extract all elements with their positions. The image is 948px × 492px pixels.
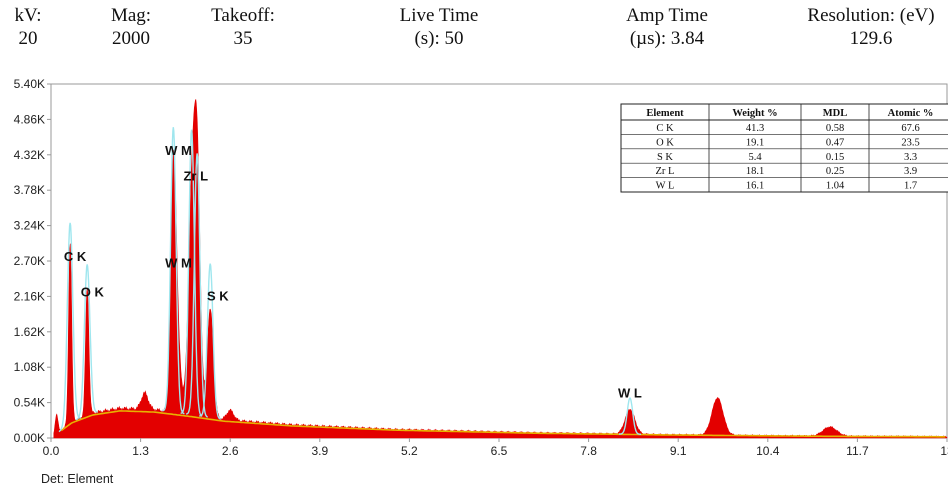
x-tick-label: 0.0 bbox=[43, 444, 60, 458]
peak-label: Zr L bbox=[183, 168, 208, 183]
kv-field: kV: 20 bbox=[8, 4, 48, 50]
kv-label: kV: bbox=[14, 5, 42, 26]
y-tick-label: 1.62K bbox=[14, 325, 45, 339]
peak-label: W L bbox=[618, 385, 642, 400]
table-header-cell: Element bbox=[646, 108, 684, 119]
table-cell: 1.04 bbox=[826, 181, 845, 192]
peak-label: W M bbox=[165, 143, 192, 158]
fit-peak-3 bbox=[180, 129, 203, 417]
x-tick-label: 6.5 bbox=[491, 444, 508, 458]
y-tick-label: 2.16K bbox=[14, 289, 45, 303]
x-tick-label: 3.9 bbox=[311, 444, 328, 458]
table-cell: 0.47 bbox=[826, 137, 844, 148]
table-cell: 16.1 bbox=[746, 181, 764, 192]
table-header-cell: Weight % bbox=[732, 108, 777, 119]
x-tick-label: 10.4 bbox=[756, 444, 780, 458]
x-tick-label: 13 bbox=[940, 444, 948, 458]
table-cell: 0.25 bbox=[826, 166, 844, 177]
peak-label: C K bbox=[64, 249, 87, 264]
y-tick-label: 4.32K bbox=[14, 148, 45, 162]
table-cell: O K bbox=[656, 137, 674, 148]
amp-time-value: (µs): 3.84 bbox=[629, 28, 705, 49]
resolution-value: 129.6 bbox=[849, 28, 893, 49]
table-cell: S K bbox=[657, 152, 673, 163]
table-header-cell: MDL bbox=[823, 108, 848, 119]
takeoff-field: Takeoff: 35 bbox=[198, 4, 288, 50]
fit-peak-2 bbox=[162, 127, 185, 415]
x-tick-label: 2.6 bbox=[222, 444, 239, 458]
composition-table: Element Weight % MDL Atomic % C K 41.3 0.58 67.… bbox=[620, 103, 948, 193]
table-cell: 0.15 bbox=[826, 152, 844, 163]
table-cell: C K bbox=[656, 123, 674, 134]
y-tick-label: 3.78K bbox=[14, 183, 45, 197]
live-time-label: Live Time bbox=[399, 5, 479, 26]
x-tick-label: 5.2 bbox=[401, 444, 418, 458]
y-tick-label: 1.08K bbox=[14, 360, 45, 374]
peak-label: S K bbox=[207, 288, 229, 303]
y-tick-label: 4.86K bbox=[14, 112, 45, 126]
peak-labels: C K O K W M Zr L W M S K W L bbox=[64, 143, 642, 401]
fit-peak-5 bbox=[199, 263, 222, 420]
axis-ticks: 0.0 1.3 2.6 3.9 5.2 6.5 7.8 9.1 10.4 11.7 13 0.00K 0… bbox=[14, 77, 948, 458]
table-cell: 23.5 bbox=[901, 137, 919, 148]
mag-field: Mag: 2000 bbox=[96, 4, 166, 50]
mag-value: 2000 bbox=[112, 28, 150, 49]
table-cell: 5.4 bbox=[748, 152, 762, 163]
table-cell: 41.3 bbox=[746, 123, 764, 134]
table-cell: 19.1 bbox=[746, 137, 764, 148]
table-cell: 1.7 bbox=[904, 181, 917, 192]
table-cell: 3.9 bbox=[904, 166, 917, 177]
table-cell: 67.6 bbox=[901, 123, 919, 134]
detector-label: Det: Element bbox=[41, 472, 114, 486]
kv-value: 20 bbox=[18, 28, 38, 49]
x-tick-label: 9.1 bbox=[670, 444, 687, 458]
amp-time-field: Amp Time (µs): 3.84 bbox=[612, 4, 722, 50]
table-cell: 3.3 bbox=[904, 152, 917, 163]
takeoff-label: Takeoff: bbox=[211, 5, 275, 26]
acquisition-header: kV: 20 Mag: 2000 Takeoff: 35 Live Time (… bbox=[0, 0, 948, 72]
amp-time-label: Amp Time bbox=[626, 5, 708, 26]
x-tick-label: 11.7 bbox=[846, 444, 869, 458]
resolution-label: Resolution: (eV) bbox=[807, 5, 935, 26]
live-time-value: (s): 50 bbox=[414, 28, 464, 49]
fit-peak-1 bbox=[75, 264, 98, 421]
live-time-field: Live Time (s): 50 bbox=[384, 4, 494, 50]
y-tick-label: 5.40K bbox=[14, 77, 45, 91]
table-cell: W L bbox=[656, 181, 675, 192]
background-fit-curve bbox=[60, 410, 946, 438]
peak-label: W M bbox=[165, 256, 192, 271]
x-tick-label: 1.3 bbox=[132, 444, 149, 458]
takeoff-value: 35 bbox=[233, 28, 253, 49]
table-cell: 18.1 bbox=[746, 166, 764, 177]
fit-peak-0 bbox=[58, 222, 82, 433]
x-tick-label: 7.8 bbox=[580, 444, 597, 458]
y-tick-label: 0.54K bbox=[14, 396, 45, 410]
table-header-cell: Atomic % bbox=[888, 108, 934, 119]
y-tick-label: 2.70K bbox=[14, 254, 45, 268]
resolution-field: Resolution: (eV) 129.6 bbox=[796, 4, 946, 50]
fit-peak-6 bbox=[618, 397, 641, 435]
y-tick-label: 0.00K bbox=[14, 431, 45, 445]
y-tick-label: 3.24K bbox=[14, 219, 45, 233]
eds-spectrum-chart: 0.0 1.3 2.6 3.9 5.2 6.5 7.8 9.1 10.4 11.7 13 0.00K 0… bbox=[14, 77, 948, 458]
table-cell: 0.58 bbox=[826, 123, 844, 134]
table-cell: Zr L bbox=[656, 166, 675, 177]
mag-label: Mag: bbox=[110, 5, 152, 26]
peak-label: O K bbox=[81, 284, 105, 299]
fit-layer bbox=[58, 127, 946, 438]
